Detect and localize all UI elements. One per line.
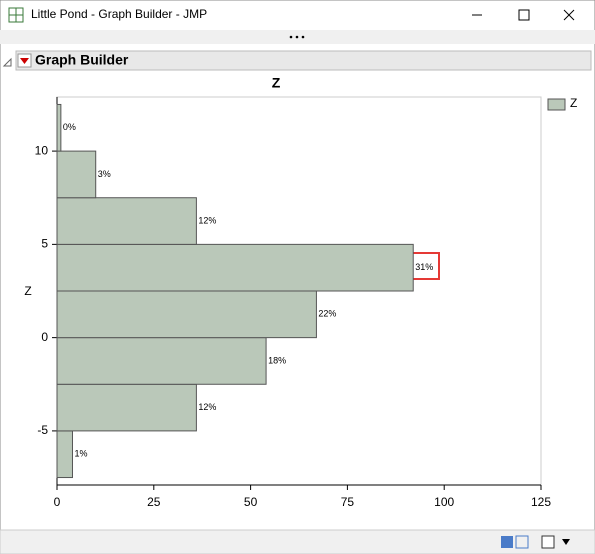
more-menu[interactable] xyxy=(289,35,305,39)
bar xyxy=(56,290,317,339)
bar xyxy=(56,150,97,199)
y-tick-label: -5 xyxy=(37,423,48,437)
close-button[interactable] xyxy=(563,9,575,21)
legend-label: Z xyxy=(570,96,577,110)
chart-title: Z xyxy=(272,75,281,91)
y-tick-label: 10 xyxy=(35,143,49,157)
dropdown-arrow[interactable] xyxy=(562,539,570,545)
x-tick-label: 100 xyxy=(434,495,454,509)
y-axis-label: Z xyxy=(24,284,31,298)
bar xyxy=(56,383,197,432)
bar xyxy=(56,337,267,385)
home-icon[interactable] xyxy=(501,536,513,548)
bar xyxy=(56,197,197,245)
outline-header xyxy=(15,50,592,71)
window-icon[interactable] xyxy=(515,535,529,549)
bar-value-label: 22% xyxy=(318,309,336,319)
y-tick-label: 5 xyxy=(41,237,48,251)
bar-value-label: 1% xyxy=(74,449,87,459)
y-tick-label: 0 xyxy=(41,330,48,344)
x-tick-label: 25 xyxy=(147,495,161,509)
x-tick-label: 50 xyxy=(244,495,258,509)
bar-value-label: 3% xyxy=(98,169,111,179)
legend-swatch xyxy=(547,98,566,111)
bar-value-label: 18% xyxy=(268,355,286,365)
x-tick-label: 75 xyxy=(341,495,355,509)
bar-value-label: 0% xyxy=(63,122,76,132)
checkbox[interactable] xyxy=(541,535,555,549)
bar xyxy=(56,243,414,292)
app-icon xyxy=(8,7,24,23)
disclosure-icon[interactable] xyxy=(2,57,12,67)
x-tick-label: 125 xyxy=(531,495,551,509)
outline-title: Graph Builder xyxy=(35,52,129,68)
bar xyxy=(56,103,62,152)
bar-value-label: 12% xyxy=(198,402,216,412)
bar-value-label: 12% xyxy=(198,215,216,225)
bar xyxy=(56,430,73,479)
bar-value-label: 31% xyxy=(415,262,433,272)
maximize-button[interactable] xyxy=(518,9,530,21)
status-bar xyxy=(0,529,595,554)
window-title: Little Pond - Graph Builder - JMP xyxy=(31,7,207,21)
x-tick-label: 0 xyxy=(54,495,61,509)
